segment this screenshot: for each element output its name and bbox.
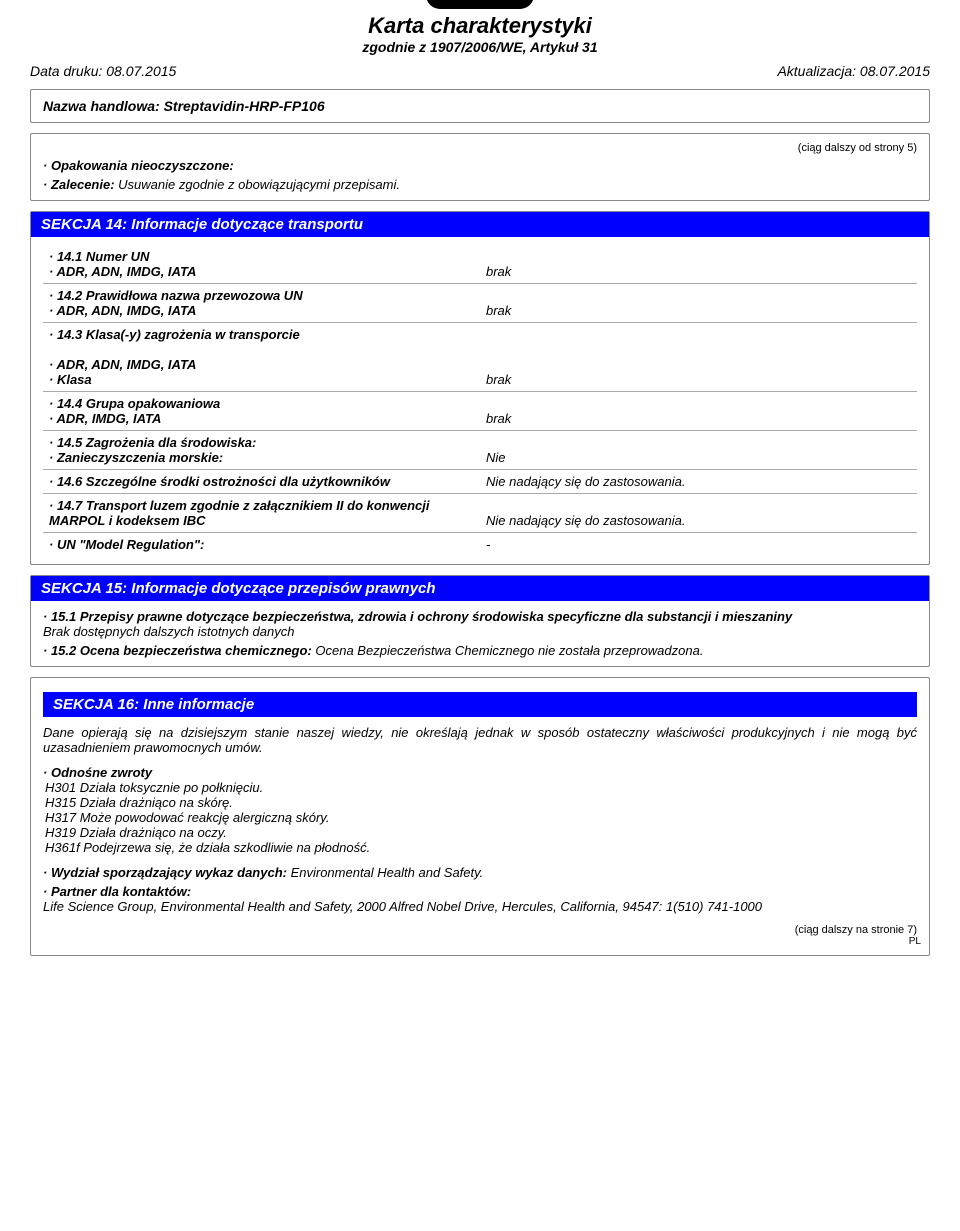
phrases-label: Odnośne zwroty	[43, 765, 152, 780]
contact-val: Life Science Group, Environmental Health…	[43, 899, 917, 914]
s14-5-label: 14.5 Zagrożenia dla środowiska:	[49, 435, 256, 450]
phrase-h319: H319 Działa drażniąco na oczy.	[45, 825, 917, 840]
transport-table: 14.1 Numer UNADR, ADN, IMDG, IATAbrak 14…	[43, 245, 917, 556]
s14-1-label: 14.1 Numer UN	[49, 249, 149, 264]
s15-2-label: 15.2 Ocena bezpieczeństwa chemicznego:	[43, 643, 312, 658]
s14-3-sub1: ADR, ADN, IMDG, IATA	[49, 357, 196, 372]
dept-label: Wydział sporządzający wykaz danych:	[43, 865, 287, 880]
s14-5-val: Nie	[480, 431, 917, 470]
s14-4-sub: ADR, IMDG, IATA	[49, 411, 161, 426]
print-date: Data druku: 08.07.2015	[30, 63, 176, 79]
s14-5-sub: Zanieczyszczenia morskie:	[49, 450, 223, 465]
section-14-header: SEKCJA 14: Informacje dotyczące transpor…	[31, 212, 929, 237]
s14-7-val: Nie nadający się do zastosowania.	[480, 494, 917, 533]
doc-title: Karta charakterystyki	[30, 13, 930, 39]
contact-label: Partner dla kontaktów:	[43, 884, 191, 899]
dept-val: Environmental Health and Safety.	[287, 865, 483, 880]
phrase-h317: H317 Może powodować reakcję alergiczną s…	[45, 810, 917, 825]
revision-date: Aktualizacja: 08.07.2015	[777, 63, 930, 79]
s14-6-val: Nie nadający się do zastosowania.	[480, 470, 917, 494]
section-16-header: SEKCJA 16: Inne informacje	[43, 692, 917, 717]
s16-intro: Dane opierają się na dzisiejszym stanie …	[43, 725, 917, 755]
s14-1-sub: ADR, ADN, IMDG, IATA	[49, 264, 196, 279]
section-15-header: SEKCJA 15: Informacje dotyczące przepisó…	[31, 576, 929, 601]
continuation-prev: (ciąg dalszy od strony 5)	[43, 142, 917, 154]
s14-4-val: brak	[480, 392, 917, 431]
s14-3-val: brak	[480, 323, 917, 392]
brand-logo: BIO·RAD	[426, 0, 535, 9]
doc-subtitle: zgodnie z 1907/2006/WE, Artykuł 31	[30, 39, 930, 55]
s14-4-label: 14.4 Grupa opakowaniowa	[49, 396, 220, 411]
phrase-h301: H301 Działa toksycznie po połknięciu.	[45, 780, 917, 795]
pkg-uncleaned-label: Opakowania nieoczyszczone:	[43, 158, 234, 173]
prev-continuation-box: (ciąg dalszy od strony 5) Opakowania nie…	[30, 133, 930, 201]
section-16-box: SEKCJA 16: Inne informacje Dane opierają…	[30, 677, 930, 956]
s14-7-label: 14.7 Transport luzem zgodnie z załącznik…	[49, 498, 429, 528]
s14-6-label: 14.6 Szczególne środki ostrożności dla u…	[49, 474, 390, 489]
s14-1-val: brak	[480, 245, 917, 284]
section-14-box: SEKCJA 14: Informacje dotyczące transpor…	[30, 211, 930, 565]
s14-2-label: 14.2 Prawidłowa nazwa przewozowa UN	[49, 288, 303, 303]
trade-name: Nazwa handlowa: Streptavidin-HRP-FP106	[43, 98, 325, 114]
s14-8-label: UN "Model Regulation":	[49, 537, 204, 552]
s14-3-sub2: Klasa	[49, 372, 92, 387]
recommendation-label: Zalecenie:	[43, 177, 115, 192]
s15-1-label: 15.1 Przepisy prawne dotyczące bezpiecze…	[43, 609, 792, 624]
trade-name-box: Nazwa handlowa: Streptavidin-HRP-FP106	[30, 89, 930, 123]
s14-2-sub: ADR, ADN, IMDG, IATA	[49, 303, 196, 318]
s14-2-val: brak	[480, 284, 917, 323]
s14-3-label: 14.3 Klasa(-y) zagrożenia w transporcie	[49, 327, 300, 342]
lang-code: PL	[43, 936, 921, 947]
s14-8-val: -	[480, 533, 917, 557]
s15-1-text: Brak dostępnych dalszych istotnych danyc…	[43, 624, 917, 639]
logo-wrap: BIO·RAD	[30, 0, 930, 9]
continuation-next: (ciąg dalszy na stronie 7)	[43, 924, 917, 936]
phrase-h315: H315 Działa drażniąco na skórę.	[45, 795, 917, 810]
section-15-box: SEKCJA 15: Informacje dotyczące przepisó…	[30, 575, 930, 667]
s15-2-text: Ocena Bezpieczeństwa Chemicznego nie zos…	[312, 643, 704, 658]
phrase-h361f: H361f Podejrzewa się, że działa szkodliw…	[45, 840, 917, 855]
recommendation-text: Usuwanie zgodnie z obowiązującymi przepi…	[115, 177, 400, 192]
